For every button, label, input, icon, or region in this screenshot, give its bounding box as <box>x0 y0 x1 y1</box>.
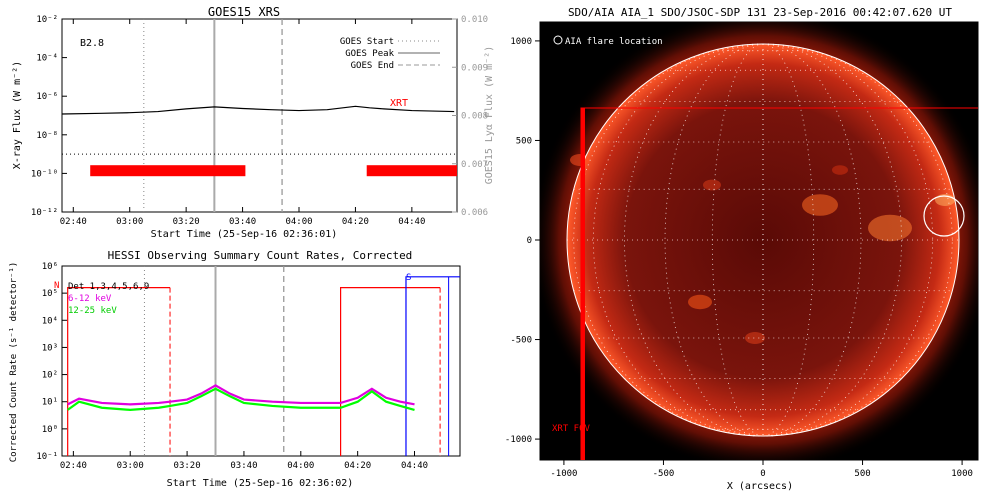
goes-y-tick-label: 10⁻¹² <box>31 208 58 218</box>
hessi-legend-det: Det 1,3,4,5,6,9 <box>68 282 149 292</box>
goes-tick-group: 02:40 03:00 03:20 03:40 04:00 04:20 04:40 10⁻² 1… <box>31 15 488 227</box>
goes-y2-tick-label: 0.009 <box>461 63 488 73</box>
aia-x-tick-label: 500 <box>854 469 870 479</box>
goes-ylabel-right: GOES15 Lyα Flux (W m⁻²) <box>484 46 495 184</box>
hessi-xlabel: Start Time (25-Sep-16 02:36:02) <box>167 478 354 489</box>
hessi-rate-line <box>67 384 415 406</box>
hessi-y-tick-label: 10² <box>42 371 58 381</box>
hessi-y-tick-label: 10¹ <box>42 398 58 408</box>
goes-title: GOES15 XRS <box>208 5 280 19</box>
goes-xrt-label: XRT <box>390 98 408 109</box>
aia-longitude-line <box>711 43 764 437</box>
hessi-night-interval <box>67 287 171 456</box>
hessi-legend: Det 1,3,4,5,6,9 6-12 keV 12-25 keV <box>68 282 149 316</box>
aia-y-tick-label: -500 <box>510 336 532 346</box>
hessi-marker-s: S <box>406 273 411 283</box>
goes-x-tick-label: 03:20 <box>173 217 200 227</box>
goes-x-tick-label: 02:40 <box>60 217 87 227</box>
goes-plot-frame <box>61 18 458 213</box>
goes-flux-line <box>61 105 455 115</box>
hessi-x-tick-label: 04:00 <box>287 461 314 471</box>
goes-y2-tick-label: 0.006 <box>461 208 488 218</box>
hessi-panel: HESSI Observing Summary Count Rates, Cor… <box>9 249 461 489</box>
aia-panel: SDO/AIA AIA_1 SDO/JSOC-SDP 131 23-Sep-20… <box>505 6 979 492</box>
goes-xrt-bar <box>90 165 246 177</box>
aia-active-region <box>832 165 848 175</box>
hessi-y-tick-label: 10⁴ <box>42 316 58 326</box>
aia-limb <box>566 43 960 437</box>
goes-xlabel: Start Time (25-Sep-16 02:36:01) <box>151 229 338 240</box>
goes-ylabel-left: X-ray Flux (W m⁻²) <box>12 61 23 169</box>
hessi-x-tick-label: 03:20 <box>174 461 201 471</box>
goes-xrt-bar <box>366 165 457 177</box>
goes-x-tick-label: 04:20 <box>342 217 369 227</box>
hessi-legend-high: 12-25 keV <box>68 306 117 316</box>
goes-mark-group <box>61 19 457 212</box>
goes-x-tick-label: 03:00 <box>116 217 143 227</box>
aia-active-region <box>745 332 765 344</box>
hessi-saa-interval <box>405 276 460 456</box>
goes-x-tick-label: 03:40 <box>229 217 256 227</box>
goes-y2-tick-label: 0.007 <box>461 160 488 170</box>
xrt-fov-label: XRT FOV <box>552 424 591 434</box>
goes-legend-end: GOES End <box>351 61 394 71</box>
aia-x-tick-label: -1000 <box>550 469 577 479</box>
aia-active-region <box>688 294 712 310</box>
goes-class-label: B2.8 <box>80 38 104 49</box>
goes-legend-peak: GOES Peak <box>345 49 394 59</box>
hessi-plot-frame <box>61 265 461 457</box>
hessi-y-tick-label: 10⁰ <box>42 425 58 435</box>
aia-legend-circle-icon <box>553 35 563 45</box>
aia-active-region <box>703 179 721 191</box>
hessi-title: HESSI Observing Summary Count Rates, Cor… <box>108 249 413 262</box>
aia-xlabel: X (arcsecs) <box>727 481 793 492</box>
hessi-y-tick-label: 10⁻¹ <box>36 452 58 462</box>
hessi-rate-line <box>67 387 415 411</box>
goes-y-tick-label: 10⁻⁶ <box>36 92 58 102</box>
aia-y-tick-label: 500 <box>516 136 532 146</box>
hessi-x-tick-label: 04:20 <box>344 461 371 471</box>
goes-y-tick-label: 10⁻² <box>36 15 58 25</box>
hessi-ylabel: Corrected Count Rate (s⁻¹ detector⁻¹) <box>9 262 19 462</box>
aia-title: SDO/AIA AIA_1 SDO/JSOC-SDP 131 23-Sep-20… <box>568 6 952 19</box>
hessi-x-tick-label: 03:00 <box>117 461 144 471</box>
aia-active-regions <box>570 154 955 344</box>
hessi-tick-group: 02:40 03:00 03:20 03:40 04:00 04:20 04:40 10⁶ 10… <box>36 262 428 471</box>
aia-y-tick-label: -1000 <box>505 435 532 445</box>
goes-y2-tick-label: 0.008 <box>461 112 488 122</box>
goes-y-tick-label: 10⁻¹⁰ <box>31 169 58 179</box>
aia-y-tick-label: 1000 <box>510 37 532 47</box>
aia-active-region <box>570 154 590 166</box>
aia-x-tick-label: 1000 <box>951 469 973 479</box>
aia-active-region <box>868 214 912 242</box>
hessi-night-interval <box>340 287 441 456</box>
goes-legend: GOES Start GOES Peak GOES End <box>340 37 440 71</box>
hessi-y-tick-label: 10⁵ <box>42 289 58 299</box>
hessi-x-tick-label: 02:40 <box>60 461 87 471</box>
goes-y2-tick-label: 0.010 <box>461 15 488 25</box>
aia-flare-location-circle <box>923 195 965 237</box>
goes-y-tick-label: 10⁻⁸ <box>36 131 58 141</box>
hessi-y-tick-label: 10⁶ <box>42 262 58 272</box>
goes-x-tick-label: 04:00 <box>285 217 312 227</box>
aia-legend: AIA flare location <box>565 37 663 47</box>
goes-panel: GOES15 XRS X-ray Flux (W m⁻²) GOES15 Lyα… <box>12 5 495 240</box>
aia-longitude-line <box>762 43 815 437</box>
hessi-y-tick-label: 10³ <box>42 343 58 353</box>
aia-coordinate-grid <box>567 43 959 437</box>
hessi-x-tick-label: 03:40 <box>230 461 257 471</box>
aia-tick-group: -1000 -500 0 500 1000 1000 500 0 -500 -1000 <box>505 37 973 479</box>
hessi-mark-group <box>67 266 460 456</box>
goes-legend-start: GOES Start <box>340 37 394 47</box>
aia-x-tick-label: -500 <box>653 469 675 479</box>
aia-active-region <box>802 194 838 216</box>
hessi-x-tick-label: 04:40 <box>401 461 428 471</box>
hessi-legend-low: 6-12 keV <box>68 294 112 304</box>
hessi-marker-n: N <box>54 281 59 291</box>
goes-y-tick-label: 10⁻⁴ <box>36 54 58 64</box>
aia-x-tick-label: 0 <box>760 469 765 479</box>
aia-y-tick-label: 0 <box>527 236 532 246</box>
goes-x-tick-label: 04:40 <box>398 217 425 227</box>
